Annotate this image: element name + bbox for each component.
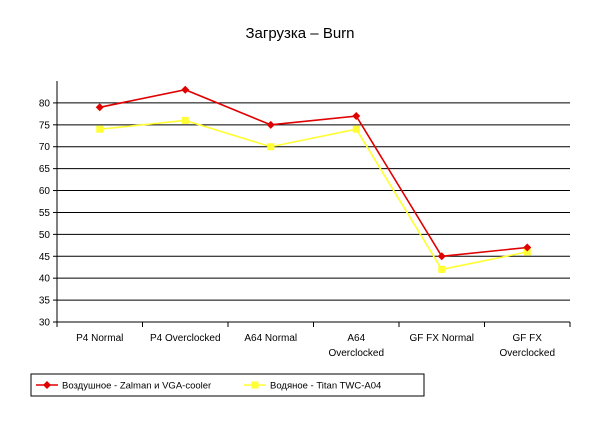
x-tick-label: GF FX Overclocked (499, 333, 555, 359)
data-point (266, 120, 275, 129)
legend-marker (43, 381, 51, 389)
x-tick-label: A64 Normal (244, 333, 297, 344)
y-tick-label: 40 (39, 274, 51, 285)
y-tick-label: 70 (39, 142, 51, 153)
data-point (523, 243, 532, 252)
data-point (181, 116, 189, 124)
legend-label: Воздушное - Zalman и VGA-cooler (62, 381, 211, 392)
y-tick-label: 30 (39, 318, 51, 329)
series-line (99, 88, 528, 258)
x-tick-label: GF FX Normal (410, 333, 474, 344)
legend-box (30, 373, 425, 397)
data-point (352, 125, 360, 133)
chart-title: Загрузка – Burn (245, 25, 354, 42)
y-tick-label: 55 (39, 208, 51, 219)
y-tick-label: 80 (39, 98, 51, 109)
series-air-cooling (95, 85, 532, 261)
x-tick-label: P4 Normal (76, 333, 123, 344)
data-point (352, 112, 361, 121)
y-tick-label: 60 (39, 186, 51, 197)
y-tick-label: 50 (39, 230, 51, 241)
y-tick-label: 65 (39, 164, 51, 175)
gridlines (57, 102, 570, 323)
y-tick-label: 75 (39, 120, 51, 131)
y-tick-label: 45 (39, 252, 51, 263)
x-tick-label: A64 Overclocked (328, 333, 384, 359)
data-point (437, 252, 446, 261)
y-tick-label: 35 (39, 296, 51, 307)
series-layer (95, 85, 532, 273)
axes: 30 35 40 45 50 55 60 65 70 75 80 P4 Normal P4 Overcl… (39, 81, 571, 359)
data-point (96, 125, 104, 133)
data-point (523, 248, 531, 256)
data-point (438, 265, 446, 273)
series-line (99, 119, 528, 271)
data-point (267, 143, 275, 151)
legend: Воздушное - Zalman и VGA-cooler Водяное -… (30, 373, 425, 397)
x-tick-label: P4 Overclocked (150, 333, 221, 344)
series-water-cooling (96, 116, 531, 273)
data-point (181, 85, 190, 94)
data-point (95, 103, 104, 112)
legend-label: Водяное - Titan TWC-A04 (270, 381, 381, 392)
legend-marker (251, 381, 259, 389)
